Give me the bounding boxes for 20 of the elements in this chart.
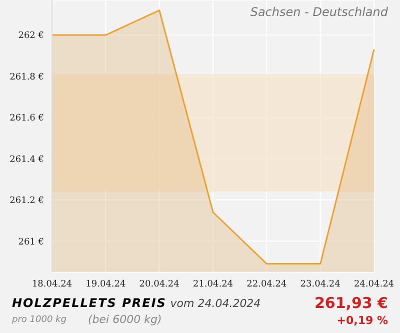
x-tick-label: 19.04.24 (86, 279, 126, 290)
text: 261,93 € (314, 294, 388, 312)
x-tick-label: 22.04.24 (246, 279, 287, 290)
y-tick-label: 261.6 € (10, 114, 44, 124)
y-tick-label: 261.8 € (10, 72, 44, 82)
text: HOLZPELLETS PREIS (12, 296, 166, 310)
x-tick-label: 23.04.24 (300, 279, 341, 290)
text: +0,19 % (336, 314, 388, 327)
y-tick-label: 261.4 € (10, 154, 44, 165)
x-tick-label: 21.04.24 (192, 279, 234, 290)
y-tick-label: 262 € (18, 31, 44, 42)
y-tick-label: 261.2 € (10, 196, 44, 206)
y-tick-label: 261 € (18, 237, 44, 248)
text: Sachsen - Deutschland (250, 5, 388, 19)
text: (bei 6000 kg) (88, 313, 162, 326)
x-tick-label: 18.04.24 (32, 279, 72, 290)
x-tick-label: 20.04.24 (139, 279, 180, 290)
text: vom 24.04.2024 (170, 297, 261, 310)
x-tick-label: 24.04.24 (354, 279, 394, 290)
text: pro 1000 kg (12, 315, 66, 325)
